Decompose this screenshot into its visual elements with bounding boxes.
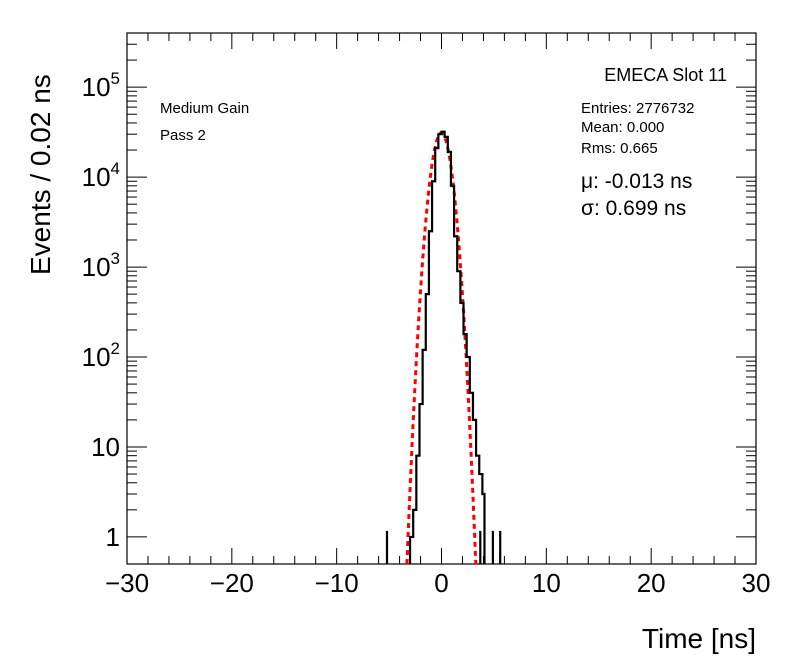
y-tick-label: 104	[82, 159, 120, 192]
histogram-line	[408, 130, 486, 564]
chart-title: EMECA Slot 11	[604, 65, 727, 85]
x-tick-label: 10	[532, 568, 561, 598]
y-tick-label: 102	[82, 339, 120, 372]
x-tick-label: −20	[210, 568, 254, 598]
sigma-label: σ: 0.699 ns	[581, 197, 686, 220]
y-tick-label: 105	[82, 69, 120, 102]
x-tick-label: −10	[315, 568, 359, 598]
gain-label: Medium Gain	[160, 100, 249, 117]
y-tick-labels: 1 10 102 103 104 105	[82, 69, 120, 552]
x-tick-label: 0	[434, 568, 448, 598]
x-tick-label: 30	[742, 568, 771, 598]
mean-label: Mean: 0.000	[581, 119, 664, 136]
y-tick-label: 10	[91, 432, 120, 462]
mu-label: μ: -0.013 ns	[581, 170, 692, 193]
x-tick-label: −30	[105, 568, 149, 598]
histogram-layer	[385, 130, 502, 564]
y-tick-label: 1	[106, 522, 120, 552]
pass-label: Pass 2	[160, 127, 206, 144]
rms-label: Rms: 0.665	[581, 140, 658, 157]
entries-label: Entries: 2776732	[581, 100, 694, 117]
y-tick-label: 103	[82, 249, 120, 282]
x-axis-title: Time [ns]	[642, 623, 756, 654]
x-tick-labels: −30 −20 −10 0 10 20 30	[105, 568, 771, 598]
y-axis-title: Events / 0.02 ns	[25, 74, 56, 275]
axis-ticks	[126, 32, 757, 564]
x-tick-label: 20	[637, 568, 666, 598]
